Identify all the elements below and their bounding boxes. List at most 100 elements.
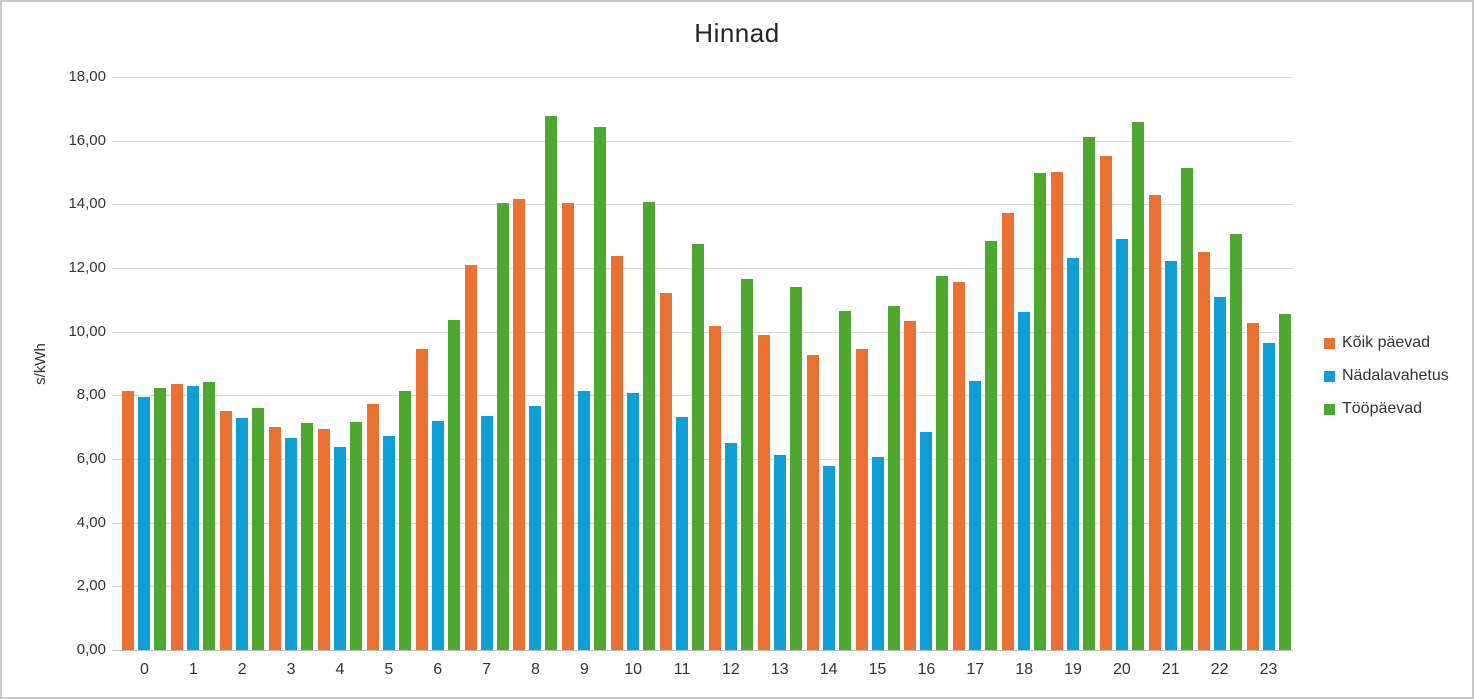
- bar: [822, 466, 835, 650]
- y-tick-label: 2,00: [76, 577, 106, 595]
- bar-group-6: [413, 77, 462, 650]
- bar: [985, 240, 998, 650]
- x-tick-label: 14: [819, 661, 838, 678]
- bar: [1164, 261, 1177, 650]
- bar: [660, 293, 673, 650]
- x-tick-label: 23: [1259, 661, 1278, 678]
- x-tick-label: 21: [1161, 661, 1180, 678]
- bar: [333, 446, 346, 650]
- legend: Kõik päevad Nädalavahetus Tööpäevad: [1324, 334, 1449, 418]
- bar: [708, 325, 721, 650]
- bar-group-20: [1098, 77, 1147, 650]
- bar-group-10: [609, 77, 658, 650]
- bar: [1148, 194, 1161, 650]
- bar: [676, 416, 689, 650]
- legend-swatch-koik-paevad: [1324, 337, 1335, 349]
- bar: [594, 126, 607, 650]
- x-tick-label: 7: [482, 661, 492, 678]
- legend-item-nadalavahetus: Nädalavahetus: [1324, 367, 1449, 385]
- legend-label-nadalavahetus: Nädalavahetus: [1342, 367, 1449, 384]
- bar-group-3: [267, 77, 316, 650]
- bar-group-4: [316, 77, 365, 650]
- bar: [773, 454, 786, 650]
- bar: [1229, 233, 1242, 650]
- bar: [1197, 251, 1210, 650]
- bar-group-22: [1195, 77, 1244, 650]
- bar: [122, 391, 135, 650]
- bar-group-13: [755, 77, 804, 650]
- bar: [236, 417, 249, 650]
- legend-swatch-nadalavahetus: [1324, 370, 1335, 382]
- bar: [920, 431, 933, 650]
- x-tick-label: 1: [188, 661, 198, 678]
- bar-group-9: [560, 77, 609, 650]
- gridline: [112, 140, 1293, 142]
- bar: [1246, 323, 1259, 650]
- bar-group-14: [804, 77, 853, 650]
- bar: [578, 390, 591, 650]
- x-tick-label: 16: [917, 661, 936, 678]
- bar: [562, 202, 575, 650]
- bar-group-21: [1146, 77, 1195, 650]
- bar: [806, 355, 819, 650]
- bar: [740, 278, 753, 650]
- bar: [285, 437, 298, 650]
- bars-container: [120, 77, 1293, 650]
- bar-group-2: [218, 77, 267, 650]
- y-tick-label: 16,00: [68, 131, 106, 149]
- bar: [301, 423, 314, 650]
- bar-group-1: [169, 77, 218, 650]
- x-tick-label: 10: [624, 661, 643, 678]
- y-tick-label: 8,00: [76, 386, 106, 404]
- bar: [789, 286, 802, 650]
- bar: [1180, 167, 1193, 650]
- y-tick-label: 4,00: [76, 513, 106, 531]
- bar-group-12: [707, 77, 756, 650]
- bar: [887, 305, 900, 650]
- x-axis-tick-labels: 0 1 2 3 4 5 6 7 8 9 10 11 12 13 14 15 16 17 18 19 20 21 22 23: [120, 661, 1293, 683]
- bar: [724, 442, 737, 650]
- legend-swatch-toopaevad: [1324, 403, 1335, 415]
- x-tick-label: 19: [1064, 661, 1082, 678]
- x-tick-label: 6: [433, 661, 443, 678]
- bar: [757, 334, 770, 650]
- bar: [1034, 172, 1047, 650]
- x-tick-label: 5: [384, 661, 394, 678]
- bar-group-19: [1049, 77, 1098, 650]
- bar-group-0: [120, 77, 169, 650]
- bar: [611, 256, 624, 650]
- x-tick-label: 8: [530, 661, 540, 678]
- x-tick-label: 22: [1210, 661, 1229, 678]
- bar: [627, 392, 640, 650]
- bar: [317, 429, 330, 650]
- bar-group-15: [853, 77, 902, 650]
- y-tick-label: 18,00: [68, 68, 106, 85]
- bar: [1099, 155, 1112, 650]
- bar: [269, 426, 282, 650]
- bar-group-5: [364, 77, 413, 650]
- bar: [252, 407, 265, 650]
- bar: [1083, 136, 1096, 650]
- bar: [415, 349, 428, 650]
- bar: [692, 243, 705, 650]
- bar: [1262, 342, 1275, 650]
- y-axis-title: s/kWh: [32, 343, 49, 385]
- bar: [1067, 258, 1080, 650]
- bar: [382, 436, 395, 650]
- bar-group-16: [902, 77, 951, 650]
- x-tick-label: 9: [579, 661, 589, 678]
- bar: [138, 396, 151, 650]
- bar-group-23: [1244, 77, 1293, 650]
- bar: [1278, 313, 1291, 650]
- bar-group-18: [1000, 77, 1049, 650]
- bar: [349, 421, 362, 650]
- x-tick-label: 20: [1113, 661, 1131, 678]
- y-tick-label: 6,00: [76, 450, 106, 467]
- bar: [496, 203, 509, 650]
- legend-item-toopaevad: Tööpäevad: [1324, 400, 1449, 418]
- chart-title: Hinnad: [694, 18, 780, 48]
- x-tick-label: 3: [286, 661, 296, 678]
- bar: [398, 391, 411, 650]
- x-tick-label: 18: [1015, 661, 1034, 678]
- x-tick-label: 2: [237, 661, 247, 678]
